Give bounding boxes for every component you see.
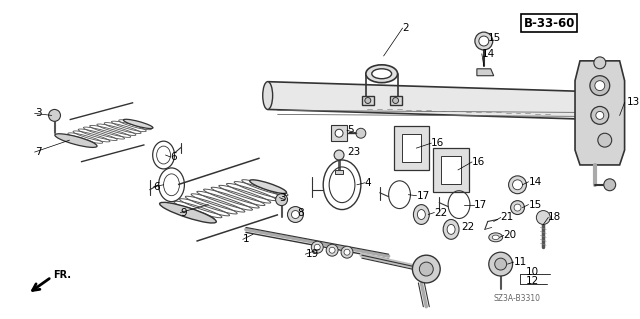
Text: 10: 10 [525,267,539,277]
Text: 11: 11 [513,257,527,267]
Polygon shape [401,134,421,162]
Circle shape [513,180,522,190]
Circle shape [326,244,338,256]
Ellipse shape [443,219,459,239]
Circle shape [335,129,343,137]
Text: 4: 4 [365,178,371,188]
Text: 19: 19 [305,249,319,259]
Polygon shape [335,170,343,174]
Circle shape [509,176,527,194]
Text: 2: 2 [403,23,409,33]
Text: 14: 14 [482,49,495,59]
Circle shape [596,111,604,119]
Ellipse shape [492,235,499,240]
Ellipse shape [413,204,429,225]
Circle shape [595,81,605,91]
Text: 13: 13 [627,98,640,108]
Circle shape [311,241,323,253]
Ellipse shape [372,69,392,79]
Text: 20: 20 [504,230,516,240]
Text: 16: 16 [431,138,445,148]
Text: 22: 22 [461,222,474,233]
Polygon shape [433,148,469,192]
Text: 14: 14 [529,177,541,187]
Circle shape [536,211,550,225]
Circle shape [495,258,507,270]
Text: 6: 6 [170,152,177,162]
Ellipse shape [124,119,153,129]
Circle shape [511,201,524,214]
Ellipse shape [447,225,455,234]
Circle shape [276,194,287,206]
Text: 18: 18 [548,212,561,222]
Circle shape [590,76,610,96]
Circle shape [412,255,440,283]
Text: SZ3A-B3310: SZ3A-B3310 [493,294,541,303]
Text: 22: 22 [435,208,447,218]
Text: 17: 17 [417,191,429,201]
Circle shape [356,128,366,138]
Circle shape [344,249,350,255]
Text: 12: 12 [525,276,539,286]
Circle shape [514,204,521,211]
Polygon shape [268,82,590,119]
Circle shape [479,36,489,46]
Text: 21: 21 [500,212,514,222]
Text: B-33-60: B-33-60 [524,17,575,30]
Ellipse shape [250,180,287,193]
Polygon shape [394,126,429,170]
Text: 7: 7 [35,147,42,157]
Circle shape [594,57,605,69]
Circle shape [329,247,335,253]
Circle shape [392,98,399,103]
Text: 16: 16 [472,157,485,167]
Circle shape [604,179,616,191]
Text: 3: 3 [35,108,42,118]
Text: 5: 5 [347,125,354,135]
Circle shape [287,207,303,222]
Ellipse shape [366,65,397,83]
Text: 3: 3 [280,193,286,203]
Ellipse shape [263,82,273,109]
Circle shape [314,244,320,250]
Text: 8: 8 [298,208,304,218]
Circle shape [341,246,353,258]
Text: 23: 23 [347,147,360,157]
Polygon shape [362,96,374,106]
Text: 15: 15 [488,33,501,43]
Polygon shape [575,61,625,165]
Text: FR.: FR. [54,270,72,280]
Polygon shape [390,96,401,106]
Circle shape [591,107,609,124]
Circle shape [334,150,344,160]
Text: 9: 9 [180,208,187,218]
Ellipse shape [417,210,426,219]
Circle shape [475,32,493,50]
Circle shape [291,211,300,219]
Ellipse shape [159,202,216,223]
Polygon shape [441,156,461,184]
Circle shape [49,109,60,121]
Circle shape [598,133,612,147]
Text: 17: 17 [474,200,487,210]
Text: 6: 6 [154,182,160,192]
Text: 1: 1 [243,234,250,244]
Text: 15: 15 [529,200,541,210]
Circle shape [365,98,371,103]
Polygon shape [477,69,493,76]
Circle shape [419,262,433,276]
Polygon shape [331,125,347,141]
Circle shape [489,252,513,276]
Ellipse shape [489,233,502,242]
Ellipse shape [55,134,97,147]
